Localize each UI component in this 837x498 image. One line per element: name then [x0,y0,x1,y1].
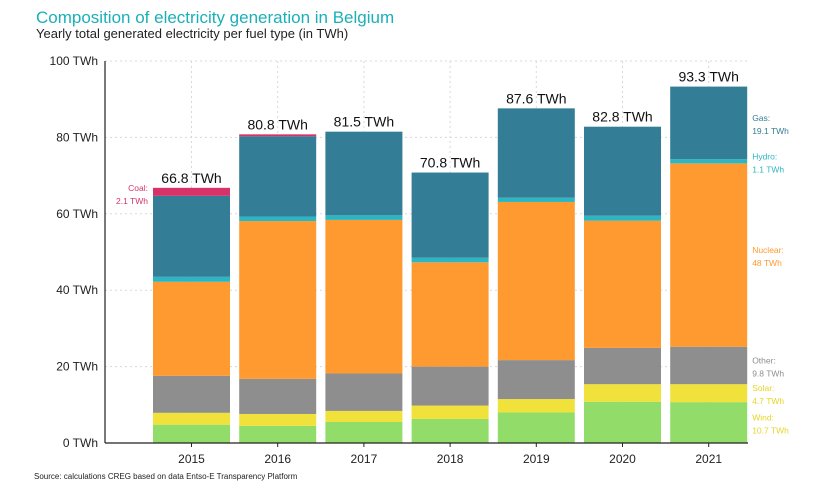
annotation-label-coal: Coal: [128,183,148,193]
annotation-label-hydro: Hydro: [752,151,777,161]
x-tick-label: 2021 [695,452,722,466]
annotation-value-nuclear: 48 TWh [752,258,782,268]
bar-segment-solar [670,384,748,403]
bar-segment-wind [153,424,230,443]
bar-segment-hydro [497,197,575,202]
bar-segment-nuclear [153,281,230,376]
y-tick-label: 80 TWh [56,130,98,144]
annotation-value-coal: 2.1 TWh [116,196,148,206]
bar-segment-hydro [325,215,403,220]
annotation-value-solar: 4.7 TWh [752,396,784,406]
bar-segment-other [411,366,489,406]
bar-segment-solar [239,413,317,426]
annotation-label-other: Other: [752,355,776,365]
bar-segment-gas [325,131,403,216]
annotation-value-wind: 10.7 TWh [752,426,789,436]
bar-segment-wind [411,418,489,443]
bar-total-label: 81.5 TWh [334,114,394,130]
chart-title: Composition of electricity generation in… [36,8,395,27]
bar-segment-coal [153,187,230,196]
bar-segment-other [239,378,317,414]
annotation-label-wind: Wind: [752,413,774,423]
bar-segment-nuclear [670,163,748,347]
axes [104,61,748,447]
bar-segment-other [497,360,575,400]
bar-segment-wind [497,412,575,443]
bars [153,86,748,443]
bar-segment-hydro [584,215,661,221]
bar-segment-wind [325,421,403,443]
bar-segment-solar [411,405,489,419]
x-tick-label: 2017 [351,452,378,466]
chart-subtitle: Yearly total generated electricity per f… [36,26,349,41]
bar-segment-hydro [670,159,748,164]
bar-segment-nuclear [239,221,317,379]
bar-segment-hydro [153,276,230,282]
bar-segment-wind [670,402,748,443]
bar-segment-nuclear [584,220,661,348]
bar-total-label: 66.8 TWh [161,170,221,186]
bar-segment-gas [239,136,317,217]
source-note: Source: calculations CREG based on data … [34,472,298,481]
bar-segment-other [153,375,230,413]
bar-segment-solar [584,384,661,402]
y-tick-label: 0 TWh [63,436,98,450]
bar-segment-gas [153,195,230,277]
bar-segment-gas [411,172,489,258]
y-tick-label: 100 TWh [50,54,98,68]
bar-segment-coal [239,134,317,137]
annotation-value-hydro: 1.1 TWh [752,164,784,174]
bar-segment-solar [153,412,230,425]
bar-segment-nuclear [325,219,403,374]
annotation-label-nuclear: Nuclear: [752,245,784,255]
y-tick-label: 20 TWh [56,360,98,374]
x-tick-label: 2015 [178,452,205,466]
annotation-label-gas: Gas: [752,113,770,123]
bar-segment-solar [325,410,403,422]
labels: 0 TWh 20 TWh 40 TWh 60 TWh 80 TWh 100 TWh 66.8… [50,54,790,466]
bar-segment-wind [239,425,317,443]
bar-total-label: 80.8 TWh [247,116,307,132]
bar-segment-hydro [239,216,317,222]
y-tick-label: 60 TWh [56,207,98,221]
bar-segment-other [584,347,661,385]
bar-segment-gas [497,108,575,198]
bar-total-label: 93.3 TWh [678,69,738,85]
bar-segment-gas [670,86,748,160]
bar-total-label: 82.8 TWh [592,109,652,125]
bar-total-label: 87.6 TWh [506,90,566,106]
bar-segment-other [325,373,403,411]
bar-segment-other [670,346,748,385]
bar-segment-nuclear [411,262,489,367]
bar-segment-gas [584,126,661,216]
y-tick-label: 40 TWh [56,283,98,297]
bar-total-label: 70.8 TWh [420,155,480,171]
bar-segment-nuclear [497,201,575,361]
bar-segment-wind [584,401,661,443]
annotation-value-other: 9.8 TWh [752,368,784,378]
bar-segment-hydro [411,257,489,263]
bar-segment-solar [497,399,575,413]
x-tick-label: 2018 [437,452,464,466]
x-tick-label: 2016 [264,452,291,466]
x-tick-label: 2020 [609,452,636,466]
annotation-value-gas: 19.1 TWh [752,126,789,136]
x-tick-label: 2019 [523,452,550,466]
annotation-label-solar: Solar: [752,383,774,393]
